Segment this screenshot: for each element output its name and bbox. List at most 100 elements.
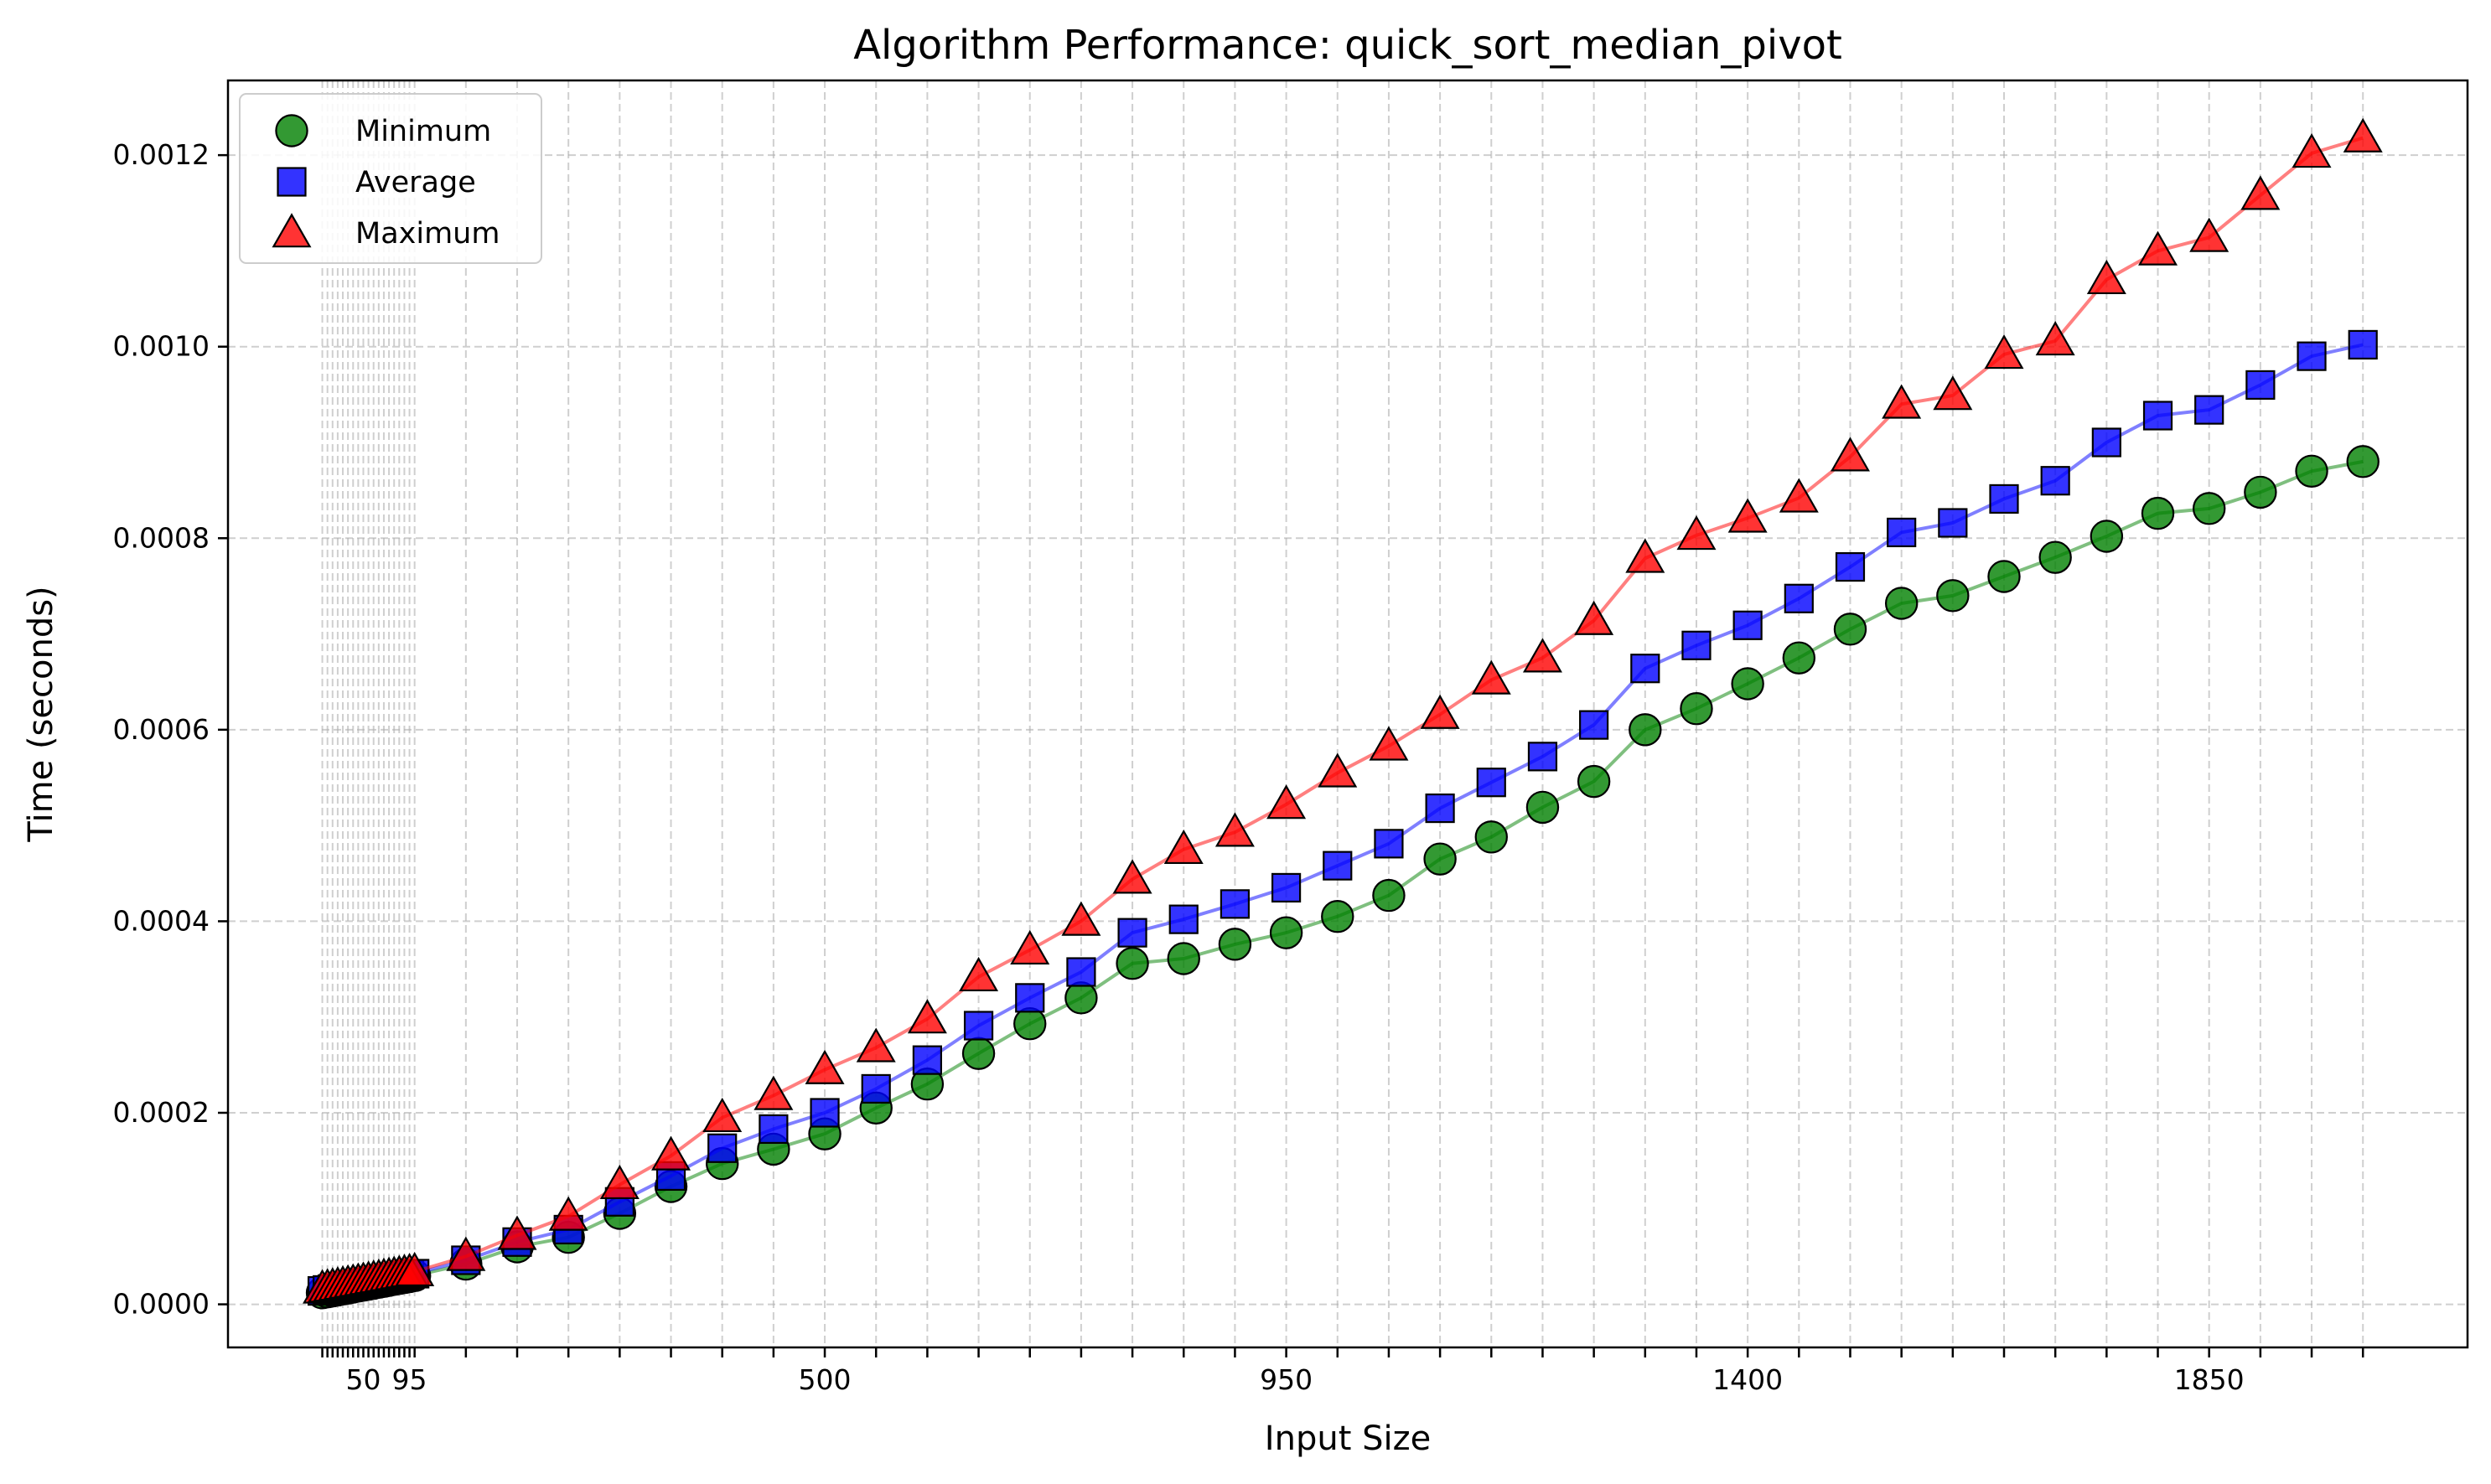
data-point-minimum <box>1372 878 1406 913</box>
data-point-average <box>1989 483 2019 514</box>
chart-title: Algorithm Performance: quick_sort_median… <box>853 22 1842 69</box>
data-point-average <box>1015 983 1045 1013</box>
data-point-maximum <box>1574 600 1614 635</box>
data-point-maximum <box>1779 478 1819 513</box>
data-point-minimum <box>2346 445 2380 478</box>
x-tick-label: 95 <box>392 1363 427 1396</box>
data-point-minimum <box>2090 520 2124 553</box>
data-point-minimum <box>1833 613 1867 646</box>
data-point-maximum <box>2035 321 2075 356</box>
data-point-minimum <box>1218 928 1252 961</box>
data-point-average <box>1323 851 1353 881</box>
data-point-maximum <box>1112 859 1152 894</box>
data-point-average <box>1527 742 1558 772</box>
y-tick-label: 0.0004 <box>113 904 210 937</box>
data-point-maximum <box>1214 812 1255 847</box>
data-point-maximum <box>1882 384 1922 419</box>
data-point-minimum <box>1884 587 1919 620</box>
data-point-maximum <box>446 1236 486 1271</box>
data-point-minimum <box>2295 454 2328 488</box>
data-point-minimum <box>1987 560 2021 593</box>
data-point-average <box>1681 630 1712 660</box>
data-point-average <box>1732 610 1763 640</box>
data-point-minimum <box>1731 667 1764 701</box>
y-tick-label: 0.0008 <box>113 521 210 554</box>
y-axis-label: Time (seconds) <box>22 586 60 842</box>
data-point-average <box>2194 395 2224 425</box>
data-point-maximum <box>599 1164 640 1200</box>
data-point-maximum <box>1984 334 2024 370</box>
data-point-average <box>759 1114 789 1145</box>
data-point-maximum <box>1010 929 1050 965</box>
data-point-minimum <box>1423 842 1457 876</box>
data-point-average <box>2245 370 2276 401</box>
data-point-average <box>912 1045 942 1075</box>
data-point-average <box>2040 466 2070 496</box>
data-point-maximum <box>1830 437 1870 472</box>
data-point-maximum <box>2086 259 2126 295</box>
data-point-maximum <box>1369 726 1409 761</box>
y-tick-label: 0.0012 <box>113 138 210 171</box>
plot-frame <box>226 79 2469 1349</box>
data-point-maximum <box>2189 217 2229 252</box>
series-layer <box>303 117 2383 1310</box>
data-point-average <box>2142 401 2173 431</box>
data-point-average <box>963 1011 994 1041</box>
y-tick-label: 0.0000 <box>113 1288 210 1321</box>
data-point-maximum <box>395 1251 435 1287</box>
x-tick-label: 1400 <box>1712 1363 1783 1396</box>
data-point-average <box>1579 710 1609 740</box>
legend-marker-maximum <box>272 213 312 248</box>
y-tick-label: 0.0010 <box>113 330 210 363</box>
data-point-maximum <box>856 1027 896 1063</box>
x-tick-label: 500 <box>799 1363 852 1396</box>
data-point-minimum <box>1269 916 1303 949</box>
data-point-maximum <box>497 1215 537 1250</box>
y-tick-label: 0.0006 <box>113 713 210 746</box>
data-point-minimum <box>1321 900 1354 933</box>
data-point-minimum <box>1577 764 1611 799</box>
data-point-minimum <box>2141 496 2175 530</box>
series-maximum <box>303 117 2383 1304</box>
data-point-average <box>1271 872 1302 903</box>
data-point-maximum <box>907 999 947 1034</box>
legend-marker-average <box>277 167 307 197</box>
data-point-minimum <box>1116 947 1149 980</box>
legend-label-maximum: Maximum <box>355 217 500 251</box>
data-point-maximum <box>2292 133 2332 168</box>
data-point-maximum <box>1625 538 1665 573</box>
data-point-average <box>1425 793 1455 824</box>
data-point-minimum <box>1013 1007 1047 1041</box>
data-point-maximum <box>548 1196 588 1231</box>
data-point-maximum <box>1522 638 1562 673</box>
data-point-maximum <box>1727 498 1768 533</box>
data-point-maximum <box>1061 901 1101 936</box>
data-point-maximum <box>2138 230 2178 266</box>
data-point-maximum <box>702 1097 743 1133</box>
data-point-average <box>1117 918 1147 948</box>
data-point-maximum <box>1933 375 1973 411</box>
y-tick-label: 0.0002 <box>113 1096 210 1129</box>
data-point-maximum <box>2343 117 2383 153</box>
data-point-maximum <box>651 1135 691 1171</box>
data-point-average <box>2091 427 2121 458</box>
data-point-minimum <box>1474 820 1508 854</box>
data-point-maximum <box>1420 694 1460 729</box>
data-point-average <box>1220 889 1251 919</box>
x-tick-label: 1850 <box>2174 1363 2245 1396</box>
data-point-maximum <box>1266 784 1307 820</box>
x-tick-label: 50 <box>345 1363 381 1396</box>
data-point-maximum <box>805 1049 845 1084</box>
data-point-maximum <box>2240 175 2281 210</box>
data-point-minimum <box>2244 475 2277 509</box>
data-point-average <box>1938 508 1968 538</box>
data-point-minimum <box>1167 942 1200 975</box>
data-point-average <box>1374 829 1404 859</box>
data-point-average <box>707 1133 738 1163</box>
data-point-average <box>2297 341 2327 371</box>
legend-box <box>239 93 542 264</box>
data-point-average <box>2348 329 2378 360</box>
x-tick-label: 950 <box>1260 1363 1313 1396</box>
data-point-minimum <box>1064 981 1098 1015</box>
